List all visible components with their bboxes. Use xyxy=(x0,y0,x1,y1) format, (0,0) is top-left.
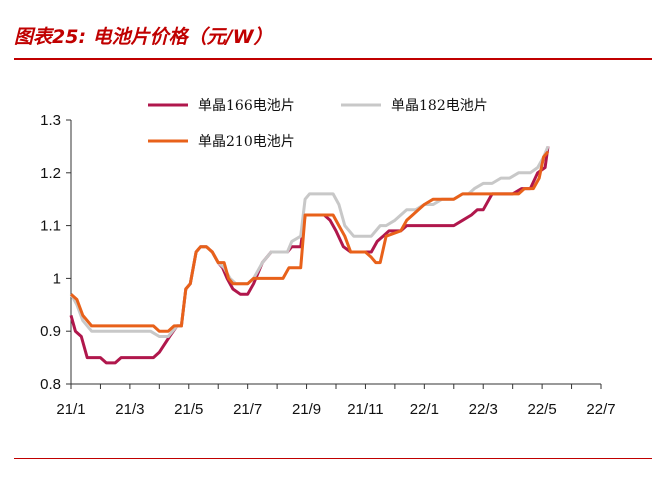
x-tick-label: 22/3 xyxy=(469,401,498,418)
y-tick-label: 0.8 xyxy=(40,376,61,393)
title-rule xyxy=(14,58,652,60)
y-tick-label: 1.2 xyxy=(40,165,61,182)
x-tick-label: 21/3 xyxy=(115,401,144,418)
legend-label-2: 单晶182电池片 xyxy=(391,98,488,114)
x-tick-label: 22/5 xyxy=(528,401,557,418)
y-tick-label: 1.1 xyxy=(40,218,61,235)
legend-label-1: 单晶166电池片 xyxy=(198,98,295,114)
series-lines xyxy=(69,145,550,365)
axes: 0.8 0.9 1 1.1 1.2 1.3 21/1 21/3 21/5 21/7 21/9 21/1… xyxy=(40,112,615,418)
y-tick-label: 1 xyxy=(53,270,61,287)
series-line-3 xyxy=(69,150,550,333)
x-tick-label: 21/11 xyxy=(347,401,383,418)
x-tick-label: 22/7 xyxy=(586,401,615,418)
y-tick-label: 0.9 xyxy=(40,323,61,340)
x-tick-label: 21/9 xyxy=(292,401,321,418)
footer-rule xyxy=(14,458,652,459)
x-tick-label: 21/5 xyxy=(174,401,203,418)
x-tick-label: 21/7 xyxy=(233,401,262,418)
x-tick-label: 21/1 xyxy=(56,401,85,418)
y-tick-label: 1.3 xyxy=(40,112,61,129)
x-tick-label: 22/1 xyxy=(410,401,439,418)
legend-label-3: 单晶210电池片 xyxy=(198,134,295,150)
series-line-2 xyxy=(69,145,550,338)
figure-title: 图表25: 电池片价格（元/W） xyxy=(14,26,273,48)
